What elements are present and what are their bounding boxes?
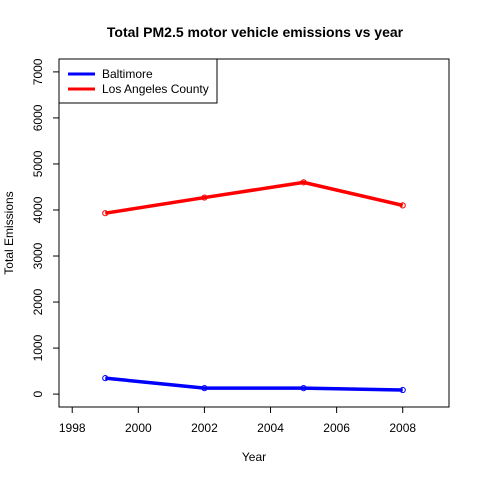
y-tick-label: 3000 bbox=[31, 242, 45, 269]
y-tick-label: 2000 bbox=[31, 288, 45, 315]
data-point bbox=[201, 385, 208, 392]
y-tick-label: 1000 bbox=[31, 334, 45, 361]
x-tick-label: 2008 bbox=[389, 421, 416, 435]
legend-label: Baltimore bbox=[102, 67, 153, 81]
data-point bbox=[201, 194, 208, 201]
data-point bbox=[399, 386, 406, 394]
x-tick-label: 1998 bbox=[59, 421, 86, 435]
data-point bbox=[102, 375, 109, 382]
series-line-1 bbox=[104, 180, 404, 215]
x-tick-label: 2000 bbox=[125, 421, 152, 435]
y-tick-label: 0 bbox=[31, 390, 45, 397]
series-group bbox=[102, 179, 406, 394]
x-tick-label: 2002 bbox=[191, 421, 218, 435]
y-tick-label: 6000 bbox=[31, 104, 45, 131]
x-tick-label: 2006 bbox=[323, 421, 350, 435]
y-tick-label: 4000 bbox=[31, 196, 45, 223]
data-point bbox=[300, 385, 307, 392]
y-tick-label: 7000 bbox=[31, 58, 45, 85]
legend-box bbox=[58, 58, 218, 104]
x-axis-label: Year bbox=[242, 450, 266, 464]
x-tick-label: 2004 bbox=[257, 421, 284, 435]
data-point bbox=[102, 210, 109, 217]
y-axis-label: Total Emissions bbox=[2, 191, 16, 274]
chart-title: Total PM2.5 motor vehicle emissions vs y… bbox=[107, 24, 404, 40]
data-point bbox=[300, 179, 307, 186]
legend-label: Los Angeles County bbox=[102, 82, 209, 96]
x-axis: 1998 2000 2002 2004 2006 2008 bbox=[59, 406, 416, 435]
data-point bbox=[399, 202, 406, 209]
y-axis: 0 1000 2000 3000 4000 5000 6000 7000 bbox=[31, 58, 60, 397]
series-line-0 bbox=[105, 376, 403, 392]
y-tick-label: 5000 bbox=[31, 150, 45, 177]
